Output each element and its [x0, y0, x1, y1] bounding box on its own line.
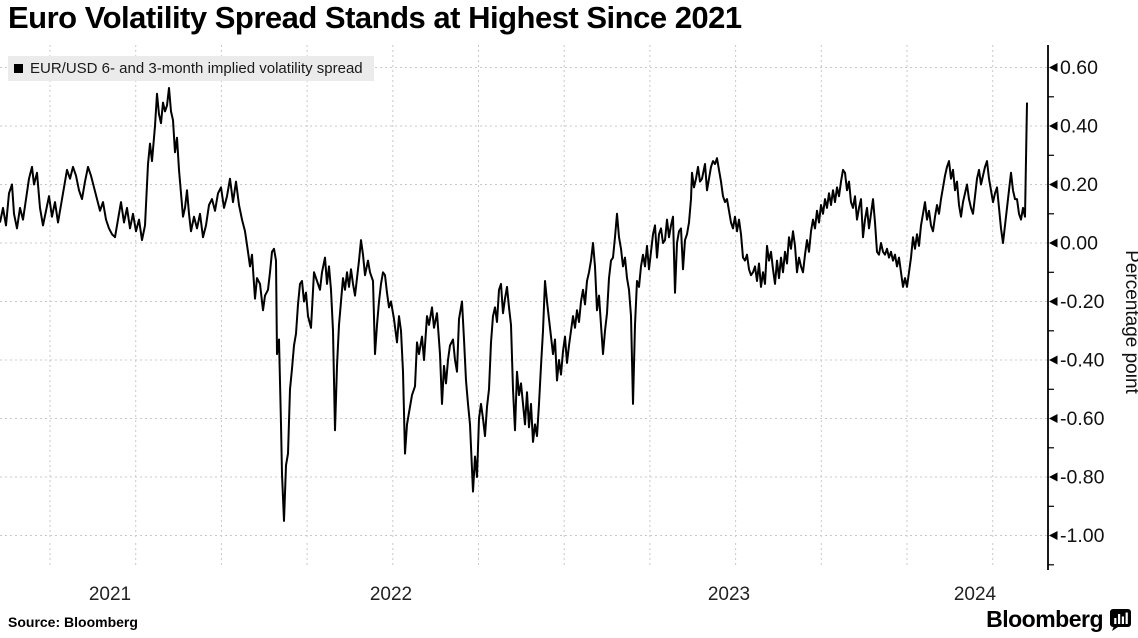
chart-title: Euro Volatility Spread Stands at Highest… [8, 0, 742, 35]
bloomberg-chart-bubble-icon [1110, 609, 1131, 631]
svg-text:0.40: 0.40 [1060, 116, 1098, 138]
bloomberg-wordmark: Bloomberg [986, 606, 1103, 632]
svg-text:2022: 2022 [370, 584, 412, 605]
svg-text:2024: 2024 [954, 584, 997, 605]
svg-text:0.00: 0.00 [1060, 233, 1098, 255]
svg-text:2021: 2021 [89, 584, 131, 605]
legend: EUR/USD 6- and 3-month implied volatilit… [8, 56, 374, 81]
bloomberg-logo: Bloomberg [986, 606, 1132, 633]
svg-text:0.60: 0.60 [1060, 57, 1098, 79]
svg-text:0.20: 0.20 [1060, 174, 1098, 196]
svg-text:-0.60: -0.60 [1060, 408, 1105, 430]
legend-series-marker-icon [14, 64, 23, 73]
svg-text:Percentage point: Percentage point [1121, 250, 1138, 394]
source-credit: Source: Bloomberg [8, 614, 138, 630]
legend-series-label: EUR/USD 6- and 3-month implied volatilit… [30, 60, 363, 77]
svg-text:-1.00: -1.00 [1060, 525, 1105, 547]
svg-text:-0.20: -0.20 [1060, 291, 1105, 313]
svg-text:2023: 2023 [708, 584, 750, 605]
svg-text:-0.40: -0.40 [1060, 350, 1105, 372]
svg-text:-0.80: -0.80 [1060, 467, 1105, 489]
